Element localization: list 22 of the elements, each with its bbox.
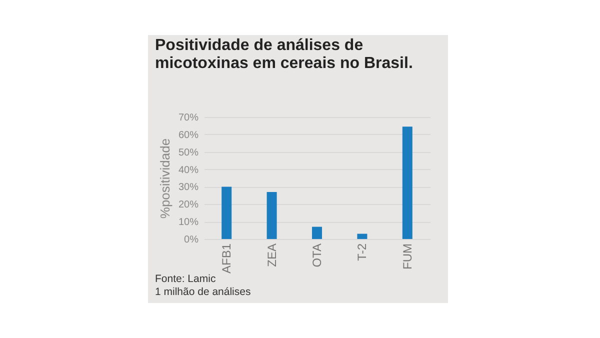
y-axis-title: %positividade xyxy=(157,138,172,219)
y-tick-label: 50% xyxy=(178,147,199,158)
y-tick-label: 40% xyxy=(178,164,199,176)
bar xyxy=(357,234,368,239)
y-tick-label: 70% xyxy=(178,112,199,124)
y-tick-label: 0% xyxy=(184,234,199,246)
x-tick-label: T-2 xyxy=(355,243,370,261)
bar xyxy=(402,126,412,239)
bar xyxy=(312,226,322,239)
y-tick-label: 10% xyxy=(178,217,199,228)
x-tick-label: AFB1 xyxy=(220,243,234,274)
x-tick-label: FUM xyxy=(400,244,414,270)
y-tick-label: 20% xyxy=(178,200,199,211)
y-tick-label: 60% xyxy=(178,130,199,141)
source-note: Fonte: Lamic xyxy=(155,273,217,286)
y-tick-label: 30% xyxy=(178,182,199,194)
x-tick-label: ZEA xyxy=(264,244,279,267)
chart-title: Positividade de análises de micotoxinas em cereais no Brasil. xyxy=(155,37,414,73)
x-tick-label: OTA xyxy=(310,244,324,268)
text: 1 milhão de análises xyxy=(155,286,251,299)
bar xyxy=(266,192,277,239)
bar xyxy=(222,186,232,239)
